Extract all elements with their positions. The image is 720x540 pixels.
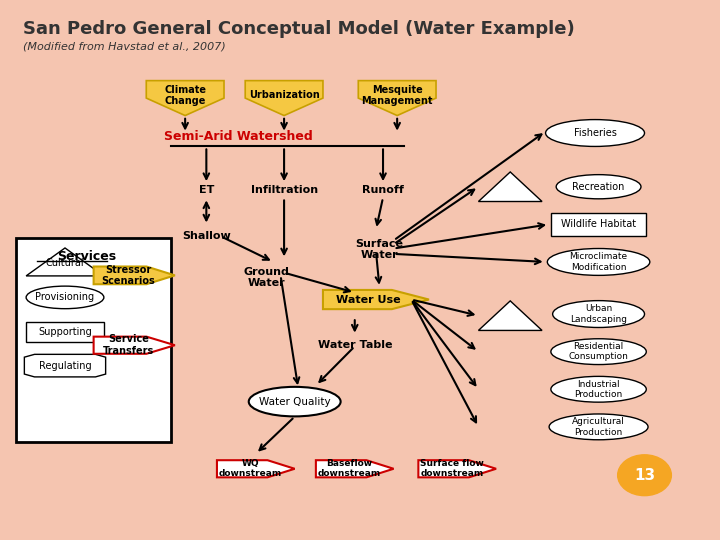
Text: Wildlife Habitat: Wildlife Habitat [561, 219, 636, 230]
Ellipse shape [553, 301, 644, 327]
Text: Services: Services [57, 249, 116, 262]
Ellipse shape [556, 174, 641, 199]
Text: Stressor
Scenarios: Stressor Scenarios [102, 265, 156, 286]
Text: Fisheries: Fisheries [574, 128, 616, 138]
Text: Surface
Water: Surface Water [356, 239, 403, 260]
Polygon shape [217, 460, 294, 477]
Text: Climate
Change: Climate Change [164, 85, 206, 106]
Text: Mesquite
Management: Mesquite Management [361, 85, 433, 106]
Text: Regulating: Regulating [39, 361, 91, 370]
Text: 13: 13 [634, 468, 655, 483]
Ellipse shape [546, 119, 644, 146]
Polygon shape [478, 301, 542, 330]
Text: WQ
downstream: WQ downstream [219, 459, 282, 478]
Text: Surface flow
downstream: Surface flow downstream [420, 459, 484, 478]
Polygon shape [246, 80, 323, 116]
Text: Agricultural
Production: Agricultural Production [572, 417, 625, 436]
Text: Water Quality: Water Quality [259, 396, 330, 407]
FancyBboxPatch shape [26, 322, 104, 342]
Ellipse shape [551, 376, 647, 402]
Text: San Pedro General Conceptual Model (Water Example): San Pedro General Conceptual Model (Wate… [22, 20, 575, 38]
Text: Supporting: Supporting [38, 327, 92, 337]
Text: Provisioning: Provisioning [35, 292, 94, 302]
Text: Water Use: Water Use [336, 294, 401, 305]
Text: Service
Transfers: Service Transfers [103, 334, 154, 356]
Text: Runoff: Runoff [362, 186, 404, 195]
Text: Shallow: Shallow [182, 231, 230, 241]
Polygon shape [359, 80, 436, 116]
Ellipse shape [549, 414, 648, 440]
Polygon shape [24, 354, 106, 377]
Text: Water Table: Water Table [318, 340, 392, 350]
Text: Residential
Consumption: Residential Consumption [569, 342, 629, 361]
Text: (Modified from Havstad et al., 2007): (Modified from Havstad et al., 2007) [22, 42, 225, 52]
Text: Cultural: Cultural [45, 258, 84, 268]
Text: Recreation: Recreation [572, 182, 625, 192]
Polygon shape [418, 460, 496, 477]
Text: Industrial
Production: Industrial Production [575, 380, 623, 399]
Text: Urban
Landscaping: Urban Landscaping [570, 305, 627, 324]
Text: Semi-Arid Watershed: Semi-Arid Watershed [163, 130, 312, 143]
Text: Infiltration: Infiltration [251, 186, 318, 195]
Polygon shape [478, 172, 542, 201]
Text: ET: ET [199, 186, 214, 195]
Polygon shape [94, 267, 175, 284]
Ellipse shape [547, 248, 650, 275]
Polygon shape [94, 336, 175, 354]
Text: Urbanization: Urbanization [248, 90, 320, 100]
Text: Ground
Water: Ground Water [243, 267, 289, 288]
Text: Microclimate
Modification: Microclimate Modification [570, 252, 628, 272]
Polygon shape [323, 290, 429, 309]
Text: Baseflow
downstream: Baseflow downstream [318, 459, 381, 478]
Ellipse shape [26, 286, 104, 309]
Polygon shape [316, 460, 394, 477]
Ellipse shape [551, 339, 647, 364]
FancyBboxPatch shape [16, 238, 171, 442]
Polygon shape [146, 80, 224, 116]
Polygon shape [26, 248, 104, 276]
FancyBboxPatch shape [551, 213, 647, 235]
Ellipse shape [248, 387, 341, 416]
Circle shape [618, 455, 671, 496]
